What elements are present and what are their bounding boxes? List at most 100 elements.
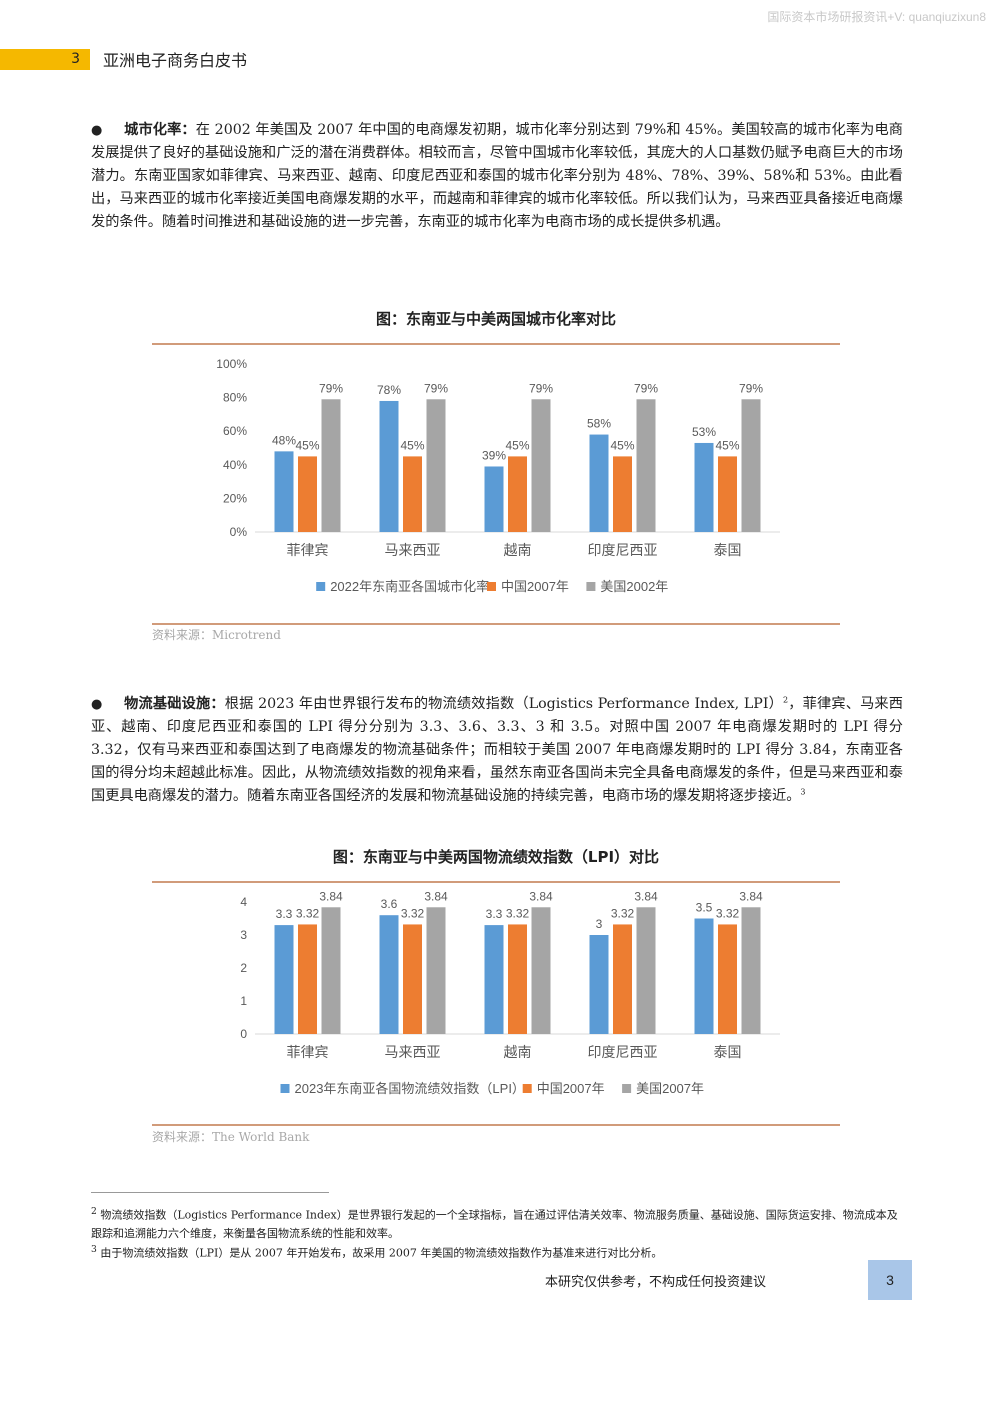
bar xyxy=(531,907,551,1034)
footnote-ref: 3 xyxy=(800,787,806,797)
paragraph-lead: 物流基础设施： xyxy=(124,696,225,712)
paragraph-urbanization: ● 城市化率：在 2002 年美国及 2007 年中国的电商爆发初期，城市化率分别… xyxy=(91,119,903,234)
data-label: 3.84 xyxy=(739,889,763,903)
bar xyxy=(613,456,632,532)
section-number-badge: 3 xyxy=(0,49,90,70)
bar xyxy=(589,935,609,1034)
data-label: 79% xyxy=(529,381,553,395)
data-label: 45% xyxy=(715,438,739,452)
data-label: 45% xyxy=(505,438,529,452)
footnote-3: 3 由于物流绩效指数（LPI）是从 2007 年开始发布，故采用 2007 年美… xyxy=(91,1241,903,1263)
data-label: 3.5 xyxy=(696,901,713,915)
y-tick-label: 20% xyxy=(223,491,247,505)
bar xyxy=(403,456,422,532)
data-label: 45% xyxy=(295,438,319,452)
legend-label: 2022年东南亚各国城市化率 xyxy=(330,579,489,594)
data-label: 3.3 xyxy=(276,907,293,921)
bar xyxy=(613,924,632,1034)
footer-disclaimer: 本研究仅供参考，不构成任何投资建议 xyxy=(545,1275,767,1290)
bullet-icon: ● xyxy=(91,123,103,138)
paragraph-lead: 城市化率： xyxy=(124,122,196,138)
bar xyxy=(508,456,527,532)
watermark: 国际资本市场研报资讯+V: quanqiuzixun8 xyxy=(767,10,986,24)
legend-swatch xyxy=(622,1084,632,1093)
bar xyxy=(741,399,761,532)
x-tick-label: 菲律宾 xyxy=(287,1044,329,1060)
bar xyxy=(298,456,317,532)
paragraph-text: 在 2002 年美国及 2007 年中国的电商爆发初期，城市化率分别达到 79%… xyxy=(91,122,903,230)
x-tick-label: 越南 xyxy=(504,542,532,558)
page-number: 3 xyxy=(868,1260,912,1300)
chart-title-lpi: 图：东南亚与中美两国物流绩效指数（LPI）对比 xyxy=(332,848,660,866)
legend-label: 中国2007年 xyxy=(537,1081,605,1096)
legend-label: 美国2002年 xyxy=(600,579,668,594)
bar xyxy=(718,924,737,1034)
bar xyxy=(426,399,446,532)
data-label: 39% xyxy=(482,448,506,462)
data-label: 45% xyxy=(610,438,634,452)
bar xyxy=(694,918,714,1034)
paragraph-logistics: ● 物流基础设施：根据 2023 年由世界银行发布的物流绩效指数（Logistic… xyxy=(91,693,903,808)
chart-top-rule xyxy=(152,343,840,345)
footnote-2: 2 物流绩效指数（Logistics Performance Index）是世界… xyxy=(91,1203,903,1243)
data-label: 58% xyxy=(587,417,611,431)
bar xyxy=(636,399,656,532)
x-tick-label: 印度尼西亚 xyxy=(588,1044,658,1060)
bar xyxy=(508,924,527,1034)
data-label: 3 xyxy=(596,917,603,931)
legend-swatch xyxy=(586,582,596,591)
data-label: 3.32 xyxy=(401,906,425,920)
legend-swatch xyxy=(487,582,496,591)
legend-label: 中国2007年 xyxy=(501,579,569,594)
paragraph-text: 根据 2023 年由世界银行发布的物流绩效指数（Logistics Perfor… xyxy=(224,696,783,712)
bar xyxy=(379,915,399,1034)
chart-bottom-rule xyxy=(152,623,840,625)
bar xyxy=(694,442,714,532)
bar xyxy=(379,400,399,532)
data-label: 48% xyxy=(272,433,296,447)
x-tick-label: 马来西亚 xyxy=(385,1044,441,1060)
x-tick-label: 印度尼西亚 xyxy=(588,542,658,558)
footnote-number: 3 xyxy=(91,1244,97,1255)
data-label: 79% xyxy=(634,381,658,395)
bar xyxy=(531,399,551,532)
bullet-icon: ● xyxy=(91,697,103,712)
y-tick-label: 40% xyxy=(223,458,247,472)
footnote-text: 由于物流绩效指数（LPI）是从 2007 年开始发布，故采用 2007 年美国的… xyxy=(100,1246,663,1260)
chart-bottom-rule xyxy=(152,1124,840,1126)
legend-swatch xyxy=(280,1084,290,1093)
x-tick-label: 马来西亚 xyxy=(385,542,441,558)
y-tick-label: 0 xyxy=(240,1027,247,1041)
bar xyxy=(589,434,609,532)
data-label: 79% xyxy=(319,381,343,395)
data-label: 3.84 xyxy=(634,889,658,903)
chart-source-urbanization: 资料来源：Microtrend xyxy=(152,628,281,642)
chart-title-urbanization: 图：东南亚与中美两国城市化率对比 xyxy=(375,310,616,328)
y-tick-label: 100% xyxy=(216,357,247,371)
bar xyxy=(484,466,504,532)
legend-swatch xyxy=(522,1084,532,1093)
bar xyxy=(321,907,341,1034)
y-tick-label: 2 xyxy=(240,961,247,975)
document-title: 亚洲电子商务白皮书 xyxy=(103,51,248,70)
data-label: 3.32 xyxy=(611,906,635,920)
paragraph-text: ，菲律宾、马来西亚、越南、印度尼西亚和泰国的 LPI 得分分别为 3.3、3.6… xyxy=(91,696,903,804)
chart-source-lpi: 资料来源：The World Bank xyxy=(152,1130,310,1144)
bar xyxy=(741,907,761,1034)
bar xyxy=(426,907,446,1034)
x-tick-label: 泰国 xyxy=(714,542,742,558)
legend-label: 2023年东南亚各国物流绩效指数（LPI） xyxy=(295,1081,525,1096)
y-tick-label: 1 xyxy=(240,994,247,1008)
legend-swatch xyxy=(316,582,326,591)
bar xyxy=(274,451,294,532)
chart-top-rule xyxy=(152,881,840,883)
data-label: 3.32 xyxy=(716,906,740,920)
y-tick-label: 60% xyxy=(223,424,247,438)
data-label: 3.84 xyxy=(319,889,343,903)
data-label: 3.6 xyxy=(381,897,398,911)
data-label: 3.32 xyxy=(506,906,530,920)
legend-label: 美国2007年 xyxy=(636,1081,704,1096)
data-label: 3.84 xyxy=(424,889,448,903)
bar xyxy=(636,907,656,1034)
